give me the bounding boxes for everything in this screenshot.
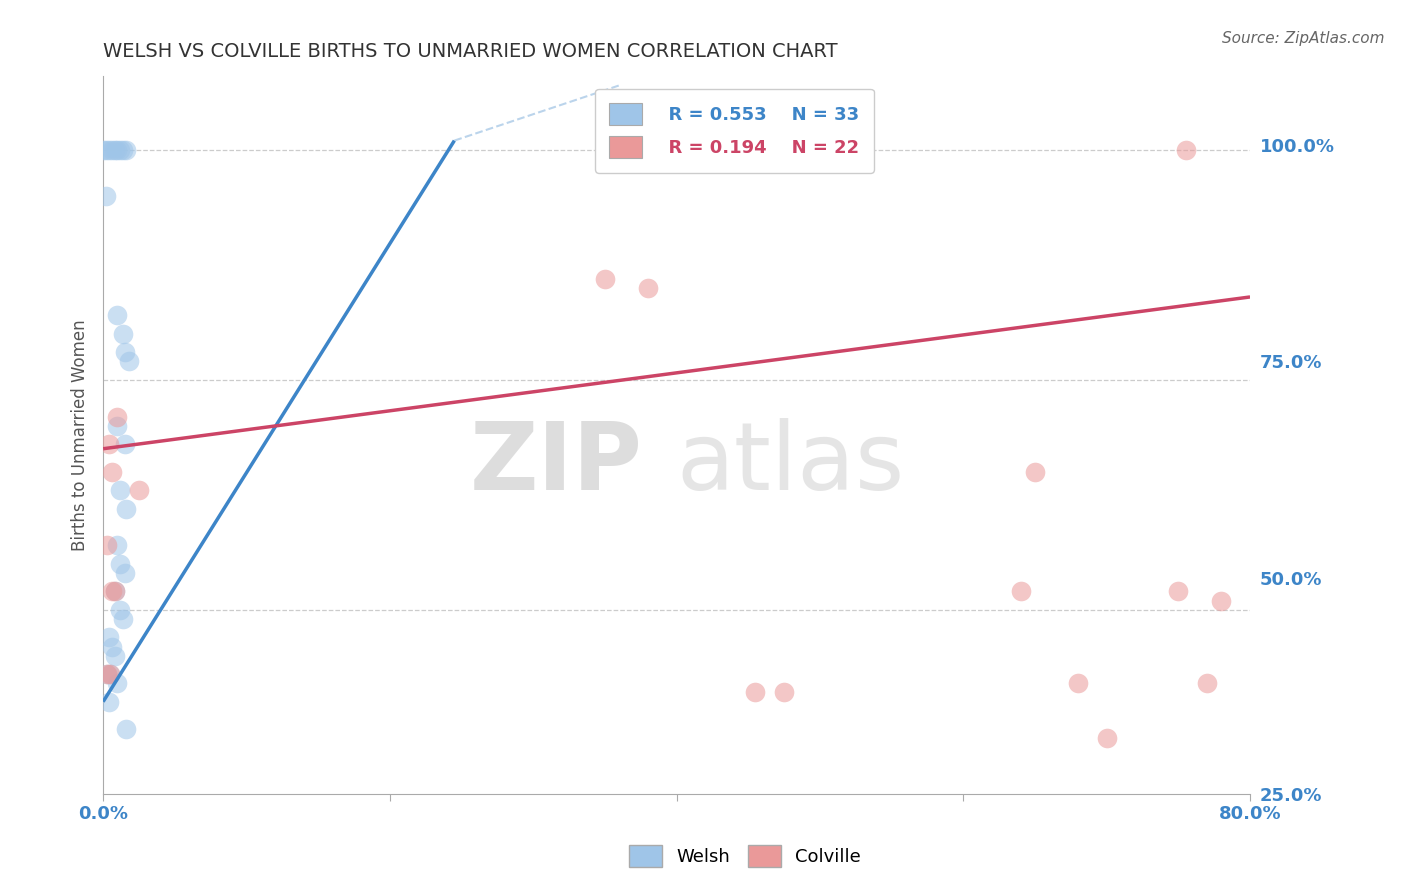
Legend:   R = 0.553    N = 33,   R = 0.194    N = 22: R = 0.553 N = 33, R = 0.194 N = 22 <box>595 89 875 172</box>
Point <box>115 501 138 516</box>
Point <box>107 409 129 424</box>
Y-axis label: Births to Unmarried Women: Births to Unmarried Women <box>72 319 89 550</box>
Point <box>107 538 129 552</box>
Point <box>110 603 132 617</box>
Point <box>107 676 129 690</box>
Point <box>100 640 122 654</box>
Point <box>593 271 616 285</box>
Point <box>97 143 120 157</box>
Point <box>118 354 141 368</box>
Point <box>97 437 120 451</box>
Point <box>94 188 117 202</box>
Point <box>1010 584 1032 599</box>
Point <box>96 538 118 552</box>
Legend: Welsh, Colville: Welsh, Colville <box>623 838 868 874</box>
Point <box>107 309 129 323</box>
Point <box>104 584 127 599</box>
Point <box>114 345 136 359</box>
Point <box>114 437 136 451</box>
Point <box>744 685 766 699</box>
Point <box>1195 676 1218 690</box>
Point <box>1095 731 1118 746</box>
Point <box>1211 593 1233 607</box>
Point <box>1067 676 1090 690</box>
Point <box>112 612 135 626</box>
Point <box>1174 143 1197 157</box>
Point <box>114 566 136 580</box>
Text: Source: ZipAtlas.com: Source: ZipAtlas.com <box>1222 31 1385 46</box>
Point <box>104 648 127 663</box>
Point <box>121 832 143 847</box>
Text: WELSH VS COLVILLE BIRTHS TO UNMARRIED WOMEN CORRELATION CHART: WELSH VS COLVILLE BIRTHS TO UNMARRIED WO… <box>103 42 838 61</box>
Point <box>107 418 129 433</box>
Point <box>112 326 135 341</box>
Point <box>94 143 117 157</box>
Text: atlas: atlas <box>676 417 905 509</box>
Point <box>104 143 127 157</box>
Point <box>773 685 796 699</box>
Point <box>751 143 773 157</box>
Point <box>128 483 150 497</box>
Point <box>107 143 129 157</box>
Point <box>112 143 135 157</box>
Point <box>97 630 120 644</box>
Point <box>110 557 132 571</box>
Point <box>98 667 121 681</box>
Point <box>96 667 118 681</box>
Point <box>110 483 132 497</box>
Point <box>115 143 138 157</box>
Point <box>100 143 122 157</box>
Point <box>98 667 121 681</box>
Point <box>1167 584 1189 599</box>
Point <box>115 723 138 737</box>
Point <box>91 143 114 157</box>
Point <box>97 695 120 709</box>
Point <box>637 281 659 295</box>
Point <box>1024 465 1046 479</box>
Point <box>100 584 122 599</box>
Point <box>96 667 118 681</box>
Point <box>110 143 132 157</box>
Text: ZIP: ZIP <box>470 417 643 509</box>
Point <box>100 465 122 479</box>
Point <box>104 584 127 599</box>
